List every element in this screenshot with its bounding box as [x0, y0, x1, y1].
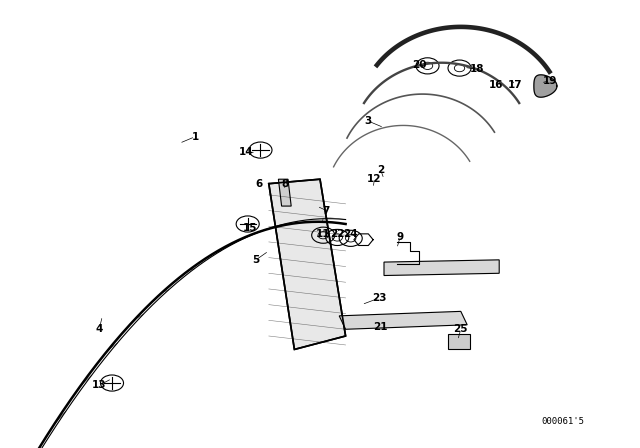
- Text: 15: 15: [243, 224, 257, 233]
- Text: 19: 19: [543, 76, 557, 86]
- Text: 22: 22: [330, 229, 344, 239]
- Text: 23: 23: [372, 293, 387, 303]
- Text: 1: 1: [191, 132, 199, 142]
- Text: 24: 24: [344, 229, 358, 239]
- Text: 4: 4: [95, 324, 103, 334]
- Text: 7: 7: [323, 206, 330, 215]
- Text: 6: 6: [255, 179, 263, 189]
- Polygon shape: [269, 179, 346, 349]
- Text: 11: 11: [316, 229, 330, 239]
- Text: 12: 12: [367, 174, 381, 184]
- Text: 000061'5: 000061'5: [541, 417, 585, 426]
- Text: 3: 3: [364, 116, 372, 126]
- Text: 9: 9: [396, 233, 404, 242]
- Text: 8: 8: [281, 179, 289, 189]
- Text: 16: 16: [489, 80, 503, 90]
- Text: 2: 2: [377, 165, 385, 175]
- Text: 18: 18: [470, 65, 484, 74]
- Polygon shape: [278, 179, 291, 206]
- Polygon shape: [339, 311, 467, 329]
- Text: 20: 20: [412, 60, 426, 70]
- Text: 13: 13: [92, 380, 106, 390]
- Text: 17: 17: [508, 80, 522, 90]
- Polygon shape: [534, 75, 557, 97]
- Polygon shape: [384, 260, 499, 276]
- Polygon shape: [448, 334, 470, 349]
- Text: 5: 5: [252, 255, 260, 265]
- Text: 25: 25: [454, 324, 468, 334]
- Text: 21: 21: [374, 322, 388, 332]
- Text: 14: 14: [239, 147, 253, 157]
